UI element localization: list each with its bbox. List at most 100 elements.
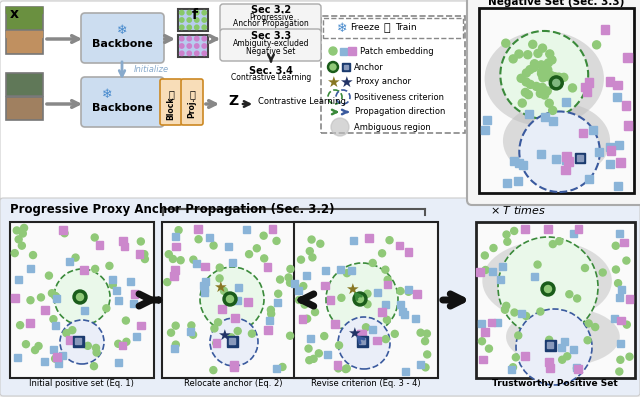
Bar	[573, 364, 580, 371]
Circle shape	[214, 319, 221, 326]
Bar	[519, 161, 527, 169]
Circle shape	[50, 316, 57, 323]
Circle shape	[612, 266, 620, 273]
Circle shape	[35, 343, 42, 349]
Circle shape	[614, 280, 621, 287]
Circle shape	[54, 269, 110, 325]
Text: $\mathbf{f}$: $\mathbf{f}$	[191, 7, 199, 22]
Circle shape	[330, 64, 336, 70]
Circle shape	[92, 266, 99, 272]
Circle shape	[519, 112, 600, 192]
Circle shape	[212, 339, 220, 347]
Text: ❄: ❄	[102, 89, 112, 102]
Circle shape	[301, 301, 308, 308]
Text: Negative Set: Negative Set	[246, 48, 296, 56]
Bar	[273, 365, 280, 372]
Circle shape	[479, 338, 486, 345]
Bar	[6, 31, 42, 37]
Text: Revise criterion (Eq. 3 - 4): Revise criterion (Eq. 3 - 4)	[310, 379, 420, 388]
Bar	[595, 148, 604, 156]
Circle shape	[84, 342, 92, 349]
Circle shape	[515, 332, 522, 339]
Circle shape	[529, 40, 537, 48]
Circle shape	[534, 49, 542, 58]
Bar	[557, 344, 564, 351]
Circle shape	[308, 236, 315, 243]
Text: Proj.: Proj.	[188, 98, 196, 118]
Bar	[274, 299, 281, 306]
Text: Initialize: Initialize	[134, 66, 169, 75]
Bar	[172, 233, 179, 240]
Circle shape	[509, 55, 517, 63]
Circle shape	[511, 227, 518, 235]
Circle shape	[187, 25, 191, 29]
Circle shape	[12, 250, 19, 256]
Bar	[243, 225, 250, 233]
Bar	[59, 353, 66, 359]
Circle shape	[309, 254, 316, 261]
Circle shape	[210, 242, 217, 249]
Bar	[561, 338, 568, 345]
Circle shape	[424, 351, 431, 358]
Circle shape	[568, 84, 577, 92]
Circle shape	[210, 366, 217, 374]
Circle shape	[180, 18, 184, 22]
Bar	[294, 287, 301, 294]
FancyBboxPatch shape	[0, 198, 640, 396]
Circle shape	[534, 261, 541, 268]
Bar	[266, 318, 273, 324]
Circle shape	[260, 232, 267, 239]
Text: Trustworthy Positive Set: Trustworthy Positive Set	[492, 379, 618, 388]
Circle shape	[524, 91, 532, 98]
Circle shape	[287, 332, 294, 339]
Circle shape	[422, 364, 429, 371]
Bar	[171, 345, 178, 352]
Circle shape	[138, 238, 145, 245]
Bar	[178, 9, 208, 31]
Circle shape	[522, 89, 529, 96]
Circle shape	[545, 285, 552, 293]
Circle shape	[29, 252, 36, 258]
Circle shape	[559, 356, 566, 363]
Circle shape	[307, 248, 313, 254]
Circle shape	[109, 281, 116, 289]
Circle shape	[189, 331, 196, 338]
Circle shape	[541, 282, 555, 296]
Circle shape	[202, 37, 207, 41]
Circle shape	[61, 230, 68, 237]
Circle shape	[188, 322, 195, 329]
Circle shape	[180, 25, 184, 29]
Text: Negative Set (Sec. 3.3): Negative Set (Sec. 3.3)	[488, 0, 625, 7]
Circle shape	[19, 242, 26, 249]
Circle shape	[316, 350, 323, 357]
Circle shape	[560, 73, 568, 81]
Circle shape	[187, 18, 191, 22]
Ellipse shape	[506, 307, 620, 366]
Text: Progressive: Progressive	[249, 13, 293, 23]
Circle shape	[548, 56, 556, 64]
Circle shape	[364, 301, 371, 308]
Circle shape	[582, 264, 589, 272]
Circle shape	[500, 31, 588, 119]
Circle shape	[202, 10, 207, 15]
Circle shape	[20, 224, 28, 231]
Text: Progressive Proxy Anchor Propagation (Sec. 3.2): Progressive Proxy Anchor Propagation (Se…	[10, 203, 335, 216]
Circle shape	[338, 294, 345, 301]
Circle shape	[386, 237, 393, 244]
Circle shape	[383, 316, 390, 323]
Circle shape	[544, 73, 552, 81]
Circle shape	[106, 262, 113, 269]
Circle shape	[522, 69, 531, 77]
Bar	[229, 338, 235, 344]
FancyBboxPatch shape	[6, 96, 42, 119]
Text: 🔥: 🔥	[384, 23, 390, 33]
Bar	[52, 322, 60, 329]
Bar	[417, 361, 424, 368]
Text: Freeze: Freeze	[350, 23, 380, 33]
Circle shape	[17, 322, 24, 329]
Bar	[545, 339, 556, 351]
Circle shape	[253, 245, 260, 252]
Bar	[611, 315, 618, 322]
Bar	[228, 258, 236, 266]
Circle shape	[538, 83, 547, 91]
